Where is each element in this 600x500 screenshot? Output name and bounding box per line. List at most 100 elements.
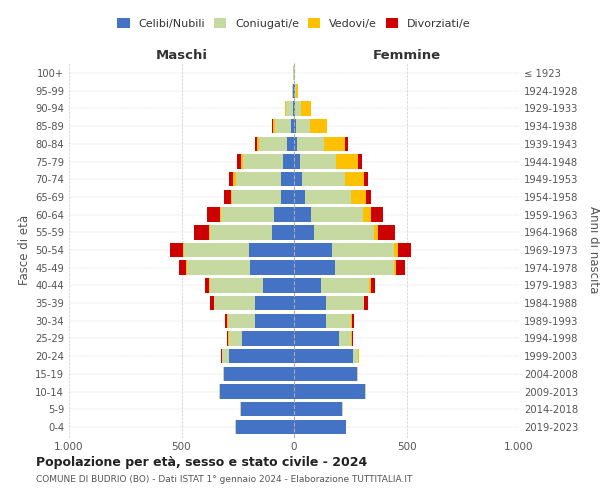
Bar (249, 242, 294, 258)
Bar (281, 172, 294, 186)
Bar (233, 172, 235, 186)
Bar (263, 278, 294, 292)
Bar (294, 242, 332, 258)
Bar (296, 84, 298, 98)
Bar (298, 136, 325, 151)
Bar (371, 208, 383, 222)
Bar (218, 384, 220, 399)
Bar (285, 101, 286, 116)
Bar (295, 101, 301, 116)
Bar (374, 225, 379, 240)
Bar (274, 208, 294, 222)
Bar (209, 278, 263, 292)
Bar (170, 242, 182, 258)
Bar (238, 154, 241, 169)
Bar (242, 331, 294, 345)
Bar (299, 154, 335, 169)
Bar (352, 190, 366, 204)
Bar (366, 190, 371, 204)
Bar (223, 366, 224, 381)
Bar (184, 242, 249, 258)
Bar (353, 349, 358, 364)
Bar (254, 136, 257, 151)
Bar (352, 331, 353, 345)
Bar (326, 119, 328, 134)
Bar (294, 136, 298, 151)
Bar (301, 101, 311, 116)
Bar (221, 208, 274, 222)
Bar (357, 366, 358, 381)
Bar (281, 190, 294, 204)
Bar (314, 225, 374, 240)
Bar (220, 208, 221, 222)
Bar (227, 331, 229, 345)
Bar (244, 154, 283, 169)
Bar (232, 190, 281, 204)
Bar (339, 331, 352, 345)
Bar (294, 225, 314, 240)
Bar (224, 190, 231, 204)
Text: COMUNE DI BUDRIO (BO) - Dati ISTAT 1° gennaio 2024 - Elaborazione TUTTITALIA.IT: COMUNE DI BUDRIO (BO) - Dati ISTAT 1° ge… (36, 475, 412, 484)
Bar (294, 119, 296, 134)
Text: Popolazione per età, sesso e stato civile - 2024: Popolazione per età, sesso e stato civil… (36, 456, 367, 469)
Bar (362, 208, 371, 222)
Text: Femmine: Femmine (373, 48, 440, 62)
Bar (294, 349, 353, 364)
Bar (302, 172, 344, 186)
Bar (214, 296, 254, 310)
Bar (294, 420, 346, 434)
Bar (394, 260, 397, 275)
Bar (364, 296, 368, 310)
Bar (226, 314, 227, 328)
Bar (257, 136, 259, 151)
Bar (209, 225, 271, 240)
Bar (370, 278, 371, 292)
Bar (344, 172, 364, 186)
Bar (231, 190, 232, 204)
Bar (187, 260, 250, 275)
Bar (293, 84, 294, 98)
Bar (224, 366, 294, 381)
Bar (294, 208, 311, 222)
Bar (371, 278, 375, 292)
Bar (398, 242, 411, 258)
Bar (259, 136, 287, 151)
Bar (344, 136, 348, 151)
Bar (310, 119, 326, 134)
Bar (335, 260, 394, 275)
Bar (292, 84, 293, 98)
Bar (229, 331, 242, 345)
Bar (325, 296, 364, 310)
Bar (182, 242, 184, 258)
Bar (294, 402, 343, 416)
Bar (229, 172, 233, 186)
Bar (287, 136, 294, 151)
Bar (294, 331, 339, 345)
Bar (295, 84, 296, 98)
Bar (296, 119, 310, 134)
Bar (294, 260, 335, 275)
Bar (254, 314, 294, 328)
Bar (294, 190, 305, 204)
Bar (194, 225, 209, 240)
Bar (358, 154, 361, 169)
Text: Maschi: Maschi (155, 48, 208, 62)
Bar (220, 384, 294, 399)
Bar (305, 190, 352, 204)
Bar (379, 225, 395, 240)
Bar (205, 278, 209, 292)
Bar (222, 349, 229, 364)
Bar (286, 101, 293, 116)
Bar (211, 296, 214, 310)
Bar (294, 384, 365, 399)
Bar (365, 384, 366, 399)
Bar (397, 260, 406, 275)
Bar (321, 278, 370, 292)
Bar (254, 296, 294, 310)
Bar (283, 154, 294, 169)
Bar (352, 314, 354, 328)
Bar (271, 119, 272, 134)
Bar (294, 172, 302, 186)
Bar (311, 208, 362, 222)
Legend: Celibi/Nubili, Coniugati/e, Vedovi/e, Divorziati/e: Celibi/Nubili, Coniugati/e, Vedovi/e, Di… (115, 16, 473, 31)
